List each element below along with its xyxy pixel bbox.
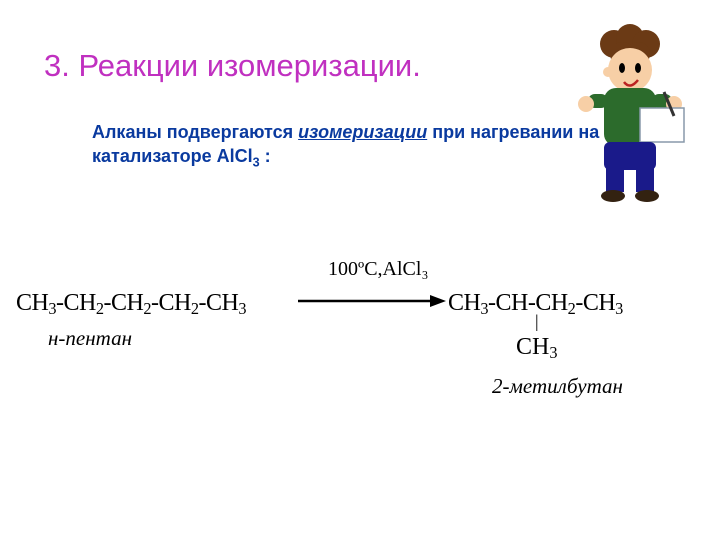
f: CH [516,334,549,360]
boy-writing-icon [564,22,694,202]
f: 2 [96,299,104,318]
f: 2 [191,299,199,318]
reactant-name: н-пентан [48,326,132,351]
f: CH [448,290,480,316]
product-name: 2-метилбутан [492,374,623,399]
reaction-arrow-icon [298,292,446,310]
body-tail: : [260,146,271,166]
body-sub: 3 [253,156,260,170]
f: -CH [56,290,96,316]
f: 3 [549,343,557,362]
f: -CH [199,290,239,316]
reactant-formula: CH3-CH2-CH2-CH2-CH3 [16,290,246,319]
f: 3 [480,299,488,318]
product-bond: | [535,312,539,330]
product-branch: CH3 [516,334,558,363]
f: -CH [104,290,144,316]
body-emphasis: изомеризации [298,122,427,142]
slide: 3. Реакции изомеризации. Алканы подверга… [0,0,720,172]
f: -CH [575,290,615,316]
catalyst-label: 100ºС,AlCl₃ [328,258,428,281]
f: -CH-CH [488,290,568,316]
reaction-equation: 100ºС,AlCl₃ CH3-CH2-CH2-CH2-CH3 н-пентан… [0,246,720,436]
f: 3 [238,299,246,318]
f: 2 [143,299,151,318]
f: 3 [615,299,623,318]
body-paragraph: Алканы подвергаются изомеризации при наг… [92,120,612,172]
f: CH [16,290,48,316]
f: -CH [151,290,191,316]
body-prefix: Алканы подвергаются [92,122,298,142]
f: 3 [48,299,56,318]
